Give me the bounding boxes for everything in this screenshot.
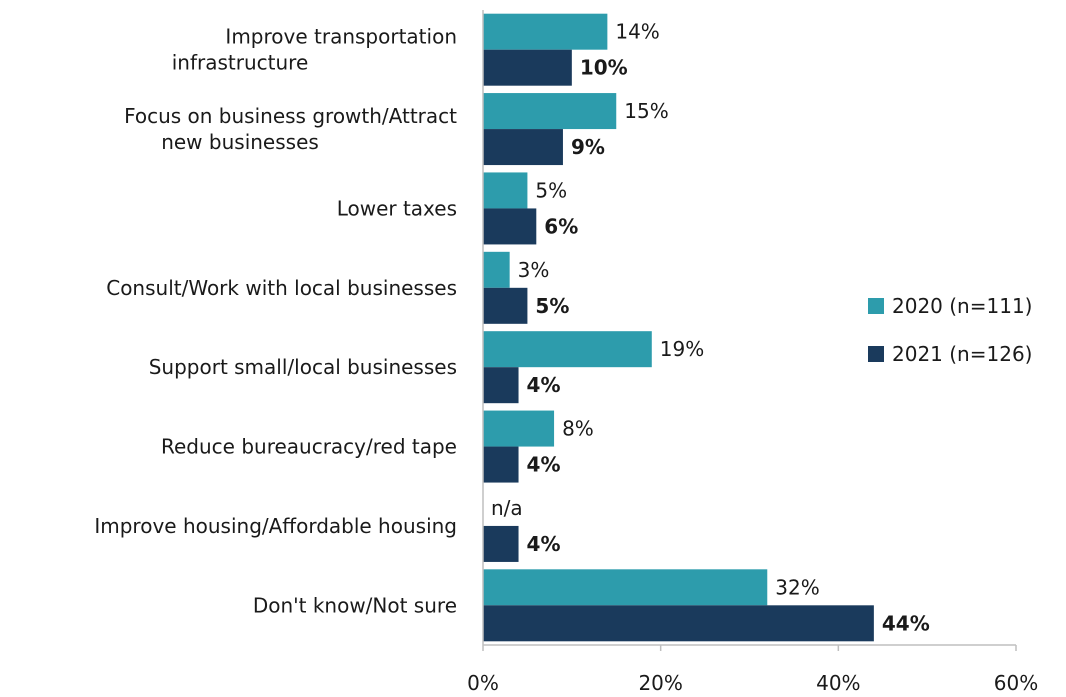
value-labels-group: 14%10%15%9%5%6%3%5%19%4%8%4%n/a4%32%44% [491,20,930,636]
bars-group [483,13,874,642]
data-label: 5% [535,178,567,202]
data-label: 19% [660,337,704,361]
bar-2021 [483,525,519,562]
data-label: 10% [580,56,628,80]
bar-2021 [483,367,519,404]
bar-2021 [483,446,519,483]
data-label: n/a [491,496,523,520]
data-label: 8% [562,417,594,441]
data-label: 5% [535,294,569,318]
x-tick-label: 60% [994,671,1038,695]
bar-2020 [483,569,768,606]
x-tick-label: 40% [816,671,860,695]
category-labels-group: Improve transportation infrastructure Focu… [94,25,457,618]
bar-2020 [483,172,528,209]
category-label: Lower taxes [337,196,457,220]
x-axis-ticks-group: 0% 20% 40% 60% [467,645,1038,695]
data-label: 9% [571,135,605,159]
category-label: Focus on business growth/Attract new busi… [124,104,457,154]
data-label: 32% [775,575,819,599]
x-tick-label: 0% [467,671,499,695]
data-label: 4% [527,532,561,556]
x-tick-label: 20% [638,671,682,695]
data-label: 3% [518,258,550,282]
category-label: Reduce bureaucracy/red tape [161,435,457,459]
category-label: Consult/Work with local businesses [106,276,457,300]
data-label: 4% [527,453,561,477]
legend-swatch [868,346,884,362]
legend-label: 2020 (n=111) [892,294,1032,318]
category-label: Improve transportation infrastructure [172,25,457,75]
data-label: 14% [615,20,659,44]
bar-2020 [483,251,510,288]
bar-2021 [483,49,572,86]
bar-2021 [483,129,563,166]
data-label: 4% [527,373,561,397]
bar-2020 [483,410,555,447]
category-label: Support small/local businesses [149,355,457,379]
bar-2021 [483,605,874,642]
data-label: 44% [882,611,930,635]
legend-label: 2021 (n=126) [892,342,1032,366]
legend: 2020 (n=111) 2021 (n=126) [868,294,1032,366]
category-label: Improve housing/Affordable housing [94,514,457,538]
bar-2021 [483,208,537,245]
category-label: Don't know/Not sure [253,593,457,617]
bar-2020 [483,331,652,368]
legend-swatch [868,298,884,314]
bar-2021 [483,287,528,324]
data-label: 15% [624,99,668,123]
bar-2020 [483,93,617,130]
bar-2020 [483,13,608,50]
data-label: 6% [544,214,578,238]
